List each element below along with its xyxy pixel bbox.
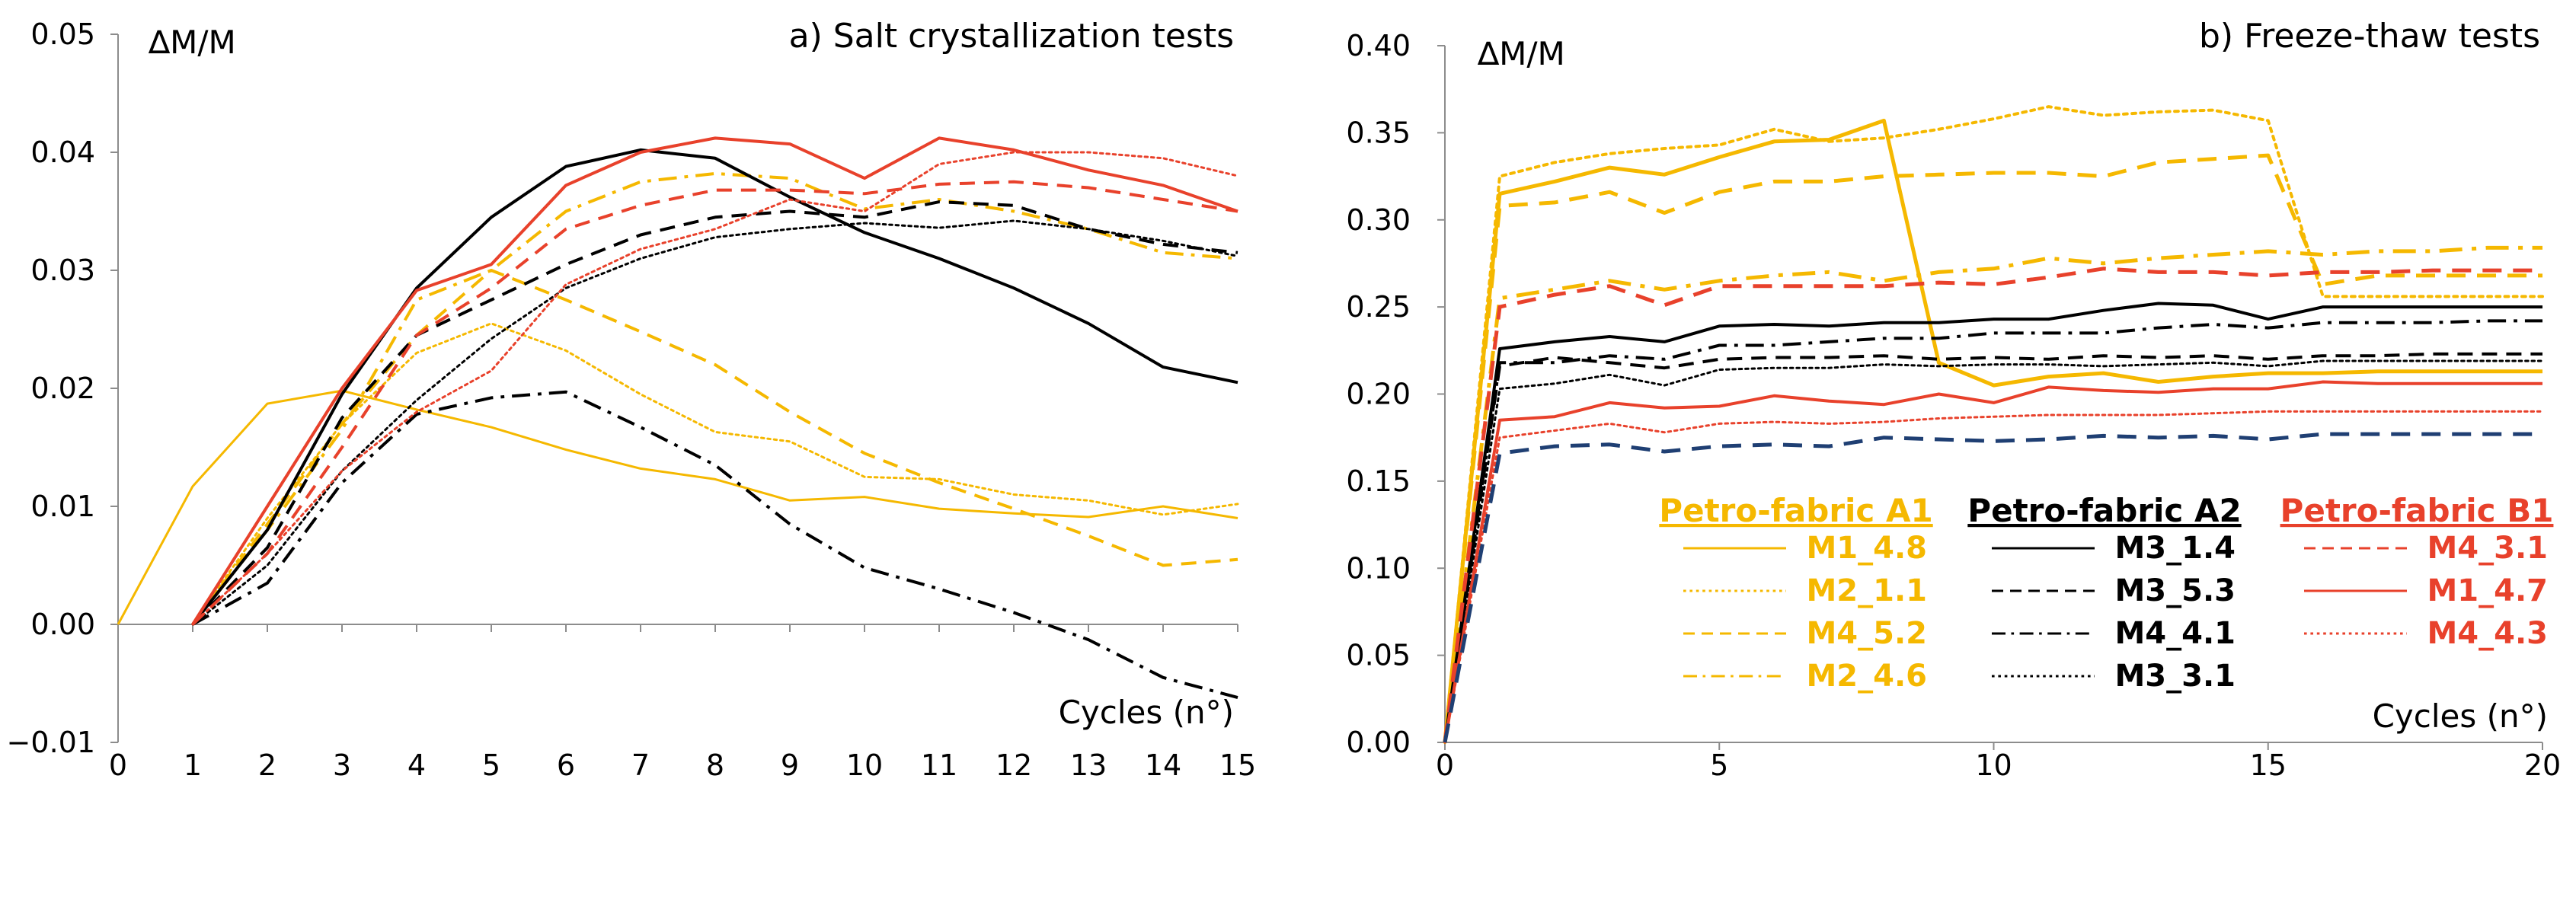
series-line-M1-4-8 bbox=[1443, 118, 2542, 743]
x-tick-label: 1 bbox=[184, 748, 202, 782]
legend-group-title: Petro-fabric A2 bbox=[1967, 492, 2241, 529]
series-line-M4-4-1 bbox=[1443, 319, 2542, 743]
y-tick-label: 0.25 bbox=[1346, 290, 1411, 324]
series-line-M1-4-8 bbox=[117, 389, 1238, 625]
legend-label: M1_4.7 bbox=[2427, 573, 2549, 608]
x-tick-label: 5 bbox=[482, 748, 500, 782]
series-line-M4-3-1 bbox=[191, 180, 1238, 626]
y-tick-label: 0.01 bbox=[30, 490, 95, 523]
y-tick-label: 0.35 bbox=[1346, 116, 1411, 149]
x-tick-label: 12 bbox=[996, 748, 1032, 782]
y-tick-label: 0.30 bbox=[1346, 203, 1411, 237]
y-tick-label: 0.15 bbox=[1346, 464, 1411, 498]
x-tick-label: 10 bbox=[846, 748, 883, 782]
x-axis-label: Cycles (n°) bbox=[2373, 697, 2548, 735]
chart-freeze-thaw: 0.00 0.05 0.10 0.15 0.20 0.25 0.30 0.35 0.40 0 5 10… bbox=[1346, 17, 2561, 782]
y-tick-label: 0.10 bbox=[1346, 551, 1411, 585]
series-line-M1-4-7 bbox=[191, 136, 1238, 626]
x-tick-label: 0 bbox=[1436, 748, 1454, 782]
y-tick-label: 0.40 bbox=[1346, 29, 1411, 62]
legend-group-title: Petro-fabric B1 bbox=[2280, 492, 2554, 529]
legend-group-title: Petro-fabric A1 bbox=[1659, 492, 1932, 529]
legend-label: M4_3.1 bbox=[2427, 531, 2549, 566]
x-tick-label: 20 bbox=[2524, 748, 2561, 782]
legend-label: M3_5.3 bbox=[2115, 573, 2236, 608]
series-line-M3-3-1 bbox=[1443, 359, 2544, 744]
series-line-M4-4-3 bbox=[1443, 410, 2544, 744]
x-tick-label: 7 bbox=[631, 748, 650, 782]
legend-label: M4_4.1 bbox=[2115, 616, 2236, 651]
x-tick-label: 3 bbox=[333, 748, 351, 782]
x-tick-label: 11 bbox=[921, 748, 957, 782]
y-tick-label: 0.03 bbox=[30, 254, 95, 287]
series-line-M2-4-6 bbox=[191, 171, 1238, 626]
series-line-M4-5-2 bbox=[1443, 153, 2542, 743]
x-tick-label: 10 bbox=[1975, 748, 2012, 782]
legend-label: M1_4.8 bbox=[1807, 531, 1928, 566]
y-tick-label: 0.05 bbox=[1346, 639, 1411, 672]
legend-label: M3_3.1 bbox=[2115, 659, 2236, 694]
series-line-M4-4-3 bbox=[191, 151, 1239, 626]
series-line-M3-3-1 bbox=[191, 219, 1239, 626]
x-tick-label: 9 bbox=[781, 748, 799, 782]
x-tick-label: 13 bbox=[1070, 748, 1107, 782]
x-tick-label: 15 bbox=[2250, 748, 2287, 782]
y-tick-label: 0.00 bbox=[30, 608, 95, 641]
legend-label: M2_1.1 bbox=[1807, 573, 1928, 608]
series-line-M1-4-7 bbox=[1443, 380, 2542, 743]
y-tick-label: 0.20 bbox=[1346, 378, 1411, 411]
x-tick-label: 8 bbox=[706, 748, 724, 782]
y-tick-label: 0.04 bbox=[30, 136, 95, 169]
series-line-M2-1-1 bbox=[1443, 105, 2544, 744]
y-tick-label: −0.01 bbox=[7, 726, 95, 759]
y-axis-label: ∆M/M bbox=[1477, 35, 1565, 72]
x-tick-label: 0 bbox=[109, 748, 127, 782]
series-line-M2-4-6 bbox=[1443, 245, 2542, 743]
x-tick-label: 2 bbox=[258, 748, 276, 782]
series-line-M3-1-4 bbox=[1443, 302, 2542, 743]
x-tick-label: 14 bbox=[1145, 748, 1181, 782]
x-tick-label: 5 bbox=[1710, 748, 1728, 782]
y-axis-label: ∆M/M bbox=[148, 24, 236, 61]
series-line-M2-1-1 bbox=[191, 322, 1239, 626]
chart-salt-crystallization: −0.010.000.010.020.030.040.050 1 2 3 4 5 6 7 8 9 1… bbox=[7, 17, 1257, 782]
chart-title: a) Salt crystallization tests bbox=[789, 17, 1234, 56]
legend-label: M4_5.2 bbox=[1807, 616, 1928, 651]
series-line-navy bbox=[1443, 432, 2542, 743]
series-line-M3-5-3 bbox=[191, 200, 1238, 626]
legend-label: M4_4.3 bbox=[2427, 616, 2549, 651]
legend-label: M3_1.4 bbox=[2115, 531, 2236, 566]
series-line-M4-5-2 bbox=[191, 269, 1238, 626]
y-tick-label: 0.00 bbox=[1346, 726, 1411, 759]
y-tick-label: 0.02 bbox=[30, 372, 95, 405]
series-line-M3-1-4 bbox=[191, 148, 1238, 626]
x-tick-label: 6 bbox=[557, 748, 575, 782]
x-axis-label: Cycles (n°) bbox=[1059, 694, 1234, 731]
x-tick-label: 15 bbox=[1219, 748, 1256, 782]
y-tick-label: 0.05 bbox=[30, 18, 95, 51]
series-line-M4-4-1 bbox=[192, 390, 1238, 700]
legend-label: M2_4.6 bbox=[1807, 659, 1928, 694]
chart-title: b) Freeze-thaw tests bbox=[2199, 17, 2540, 56]
x-tick-label: 4 bbox=[407, 748, 426, 782]
